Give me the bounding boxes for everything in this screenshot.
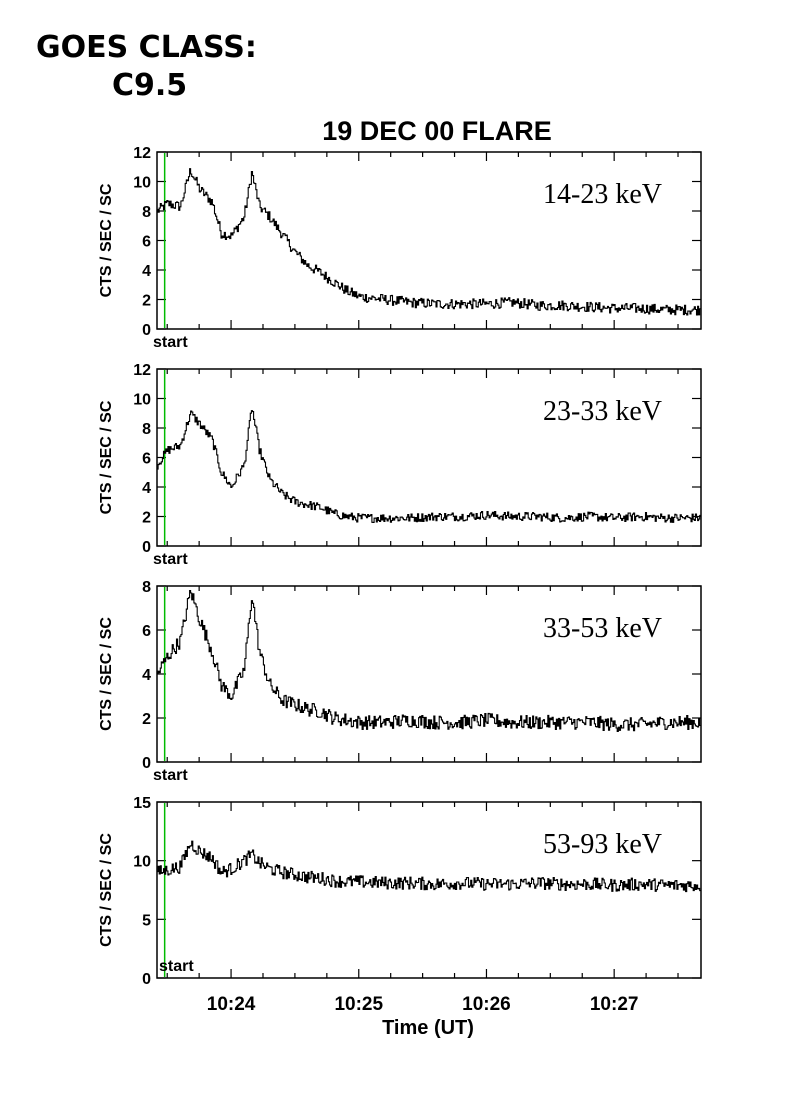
energy-band-label: 33-53 keV [543,613,662,644]
goes-class-value: C9.5 [112,68,188,103]
x-tick-label: 10:27 [590,994,639,1015]
y-tick-label: 2 [142,293,151,310]
y-tick-label: 5 [142,912,151,929]
panel-3: 0 2 4 6 8 CTS / SEC / SC 33-53 keV start [98,579,702,784]
y-axis-label: CTS / SEC / SC [98,617,115,731]
count-rate-series [157,590,701,732]
energy-band-label: 53-93 keV [543,829,662,860]
count-rate-series [157,410,701,523]
x-axis-label: Time (UT) [382,1017,474,1039]
y-axis-label: CTS / SEC / SC [98,400,115,514]
panel-4: 0 5 10 15 CTS / SEC / SC 53-93 keV start [98,795,702,988]
y-tick-label: 4 [142,263,151,280]
start-label: start [159,958,194,975]
panel-2: 0 2 4 6 8 10 12 CTS / SEC / SC 23-33 keV start [98,362,702,568]
chart-title: 19 DEC 00 FLARE [322,116,552,146]
y-axis-label: CTS / SEC / SC [98,833,115,947]
x-tick-label: 10:24 [207,994,256,1015]
y-tick-label: 2 [142,711,151,728]
panel-1: 0 2 4 6 8 10 12 CTS / SEC / SC 14-23 keV start [98,145,702,351]
y-tick-label: 4 [142,480,151,497]
start-label: start [153,551,188,568]
count-rate-series [157,840,701,893]
panel-frame [156,801,702,979]
y-tick-label: 12 [133,362,151,379]
y-tick-label: 8 [142,579,151,596]
y-tick-label: 0 [142,539,151,556]
y-tick-label: 4 [142,667,151,684]
y-tick-label: 8 [142,421,151,438]
y-tick-label: 8 [142,204,151,221]
y-tick-label: 0 [142,755,151,772]
y-axis-label: CTS / SEC / SC [98,183,115,297]
y-tick-label: 15 [133,795,151,812]
y-tick-label: 10 [133,854,151,871]
goes-class-label: GOES CLASS: [36,30,257,65]
x-tick-labels: 10:24 10:25 10:26 10:27 [207,994,639,1015]
count-rate-series [157,168,701,316]
y-tick-label: 10 [133,175,151,192]
y-tick-label: 0 [142,971,151,988]
start-label: start [153,767,188,784]
x-tick-label: 10:26 [462,994,511,1015]
start-label: start [153,334,188,351]
y-tick-label: 6 [142,451,151,468]
x-tick-label: 10:25 [334,994,383,1015]
y-tick-label: 6 [142,623,151,640]
energy-band-label: 23-33 keV [543,396,662,427]
y-tick-label: 0 [142,322,151,339]
energy-band-label: 14-23 keV [543,179,662,210]
y-tick-label: 2 [142,510,151,527]
y-tick-label: 12 [133,145,151,162]
y-tick-label: 6 [142,234,151,251]
y-tick-label: 10 [133,392,151,409]
